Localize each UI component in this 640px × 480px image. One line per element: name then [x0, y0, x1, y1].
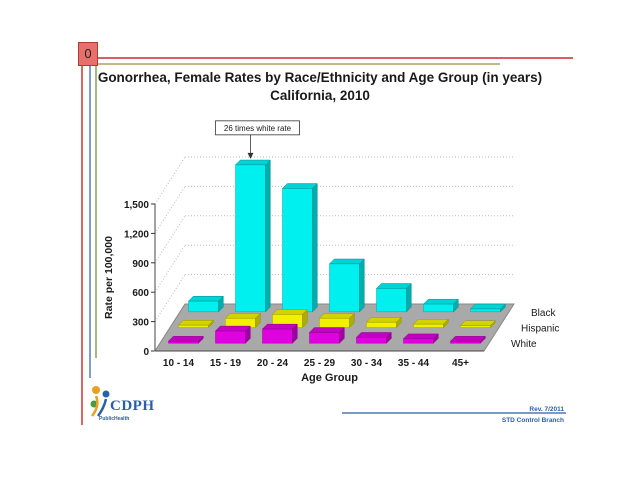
bar-top-black-1 — [234, 159, 271, 166]
bar-black-1 — [235, 164, 266, 313]
gridline-side — [154, 274, 186, 322]
bar-top-hispanic-2 — [271, 309, 308, 315]
gridline-side — [154, 215, 186, 264]
bar-top-hispanic-6 — [459, 320, 496, 326]
bar-top-hispanic-4 — [365, 317, 402, 323]
bar-white-2 — [262, 328, 293, 344]
series-label-hispanic: Hispanic — [521, 324, 559, 335]
bar-top-black-5 — [422, 298, 459, 305]
x-tick-label: 30 - 34 — [351, 358, 383, 369]
bar-side-black-3 — [359, 258, 365, 313]
bar-white-3 — [309, 332, 340, 344]
bar-top-hispanic-0 — [177, 320, 214, 326]
bar-white-1 — [215, 330, 246, 344]
bar-hispanic-6 — [460, 325, 491, 328]
cdph-logo-icon — [90, 386, 110, 417]
x-tick-label: 35 - 44 — [398, 358, 430, 369]
x-tick-label: 25 - 29 — [304, 358, 336, 369]
x-axis-title: Age Group — [301, 372, 358, 384]
bar-hispanic-3 — [319, 317, 350, 328]
bar-white-0 — [168, 340, 199, 344]
y-tick-label: 600 — [132, 288, 149, 299]
bar-top-white-0 — [167, 336, 204, 342]
bar-top-hispanic-3 — [318, 313, 355, 319]
x-tick-label: 20 - 24 — [257, 358, 289, 369]
y-tick-label: 900 — [132, 259, 149, 270]
series-label-white: White — [511, 339, 537, 350]
bar-white-4 — [356, 337, 387, 344]
bar-top-black-4 — [375, 283, 412, 289]
bar-top-white-2 — [261, 323, 298, 330]
branch-text: STD Control Branch — [501, 417, 564, 424]
bar-top-white-5 — [402, 333, 439, 340]
y-tick-label: 0 — [143, 347, 149, 358]
bar-top-white-3 — [308, 327, 345, 333]
y-tick-label: 1,500 — [124, 200, 149, 211]
bar-top-hispanic-1 — [224, 313, 261, 319]
bar-top-black-2 — [281, 183, 318, 189]
bar-hispanic-0 — [178, 324, 209, 328]
series-label-black: Black — [531, 308, 556, 319]
bar-top-white-1 — [214, 325, 251, 332]
bar-black-0 — [188, 300, 219, 313]
annotation-arrowhead — [247, 152, 254, 159]
gridline-side — [154, 244, 186, 293]
bar-black-6 — [470, 308, 501, 313]
y-tick-label: 300 — [132, 318, 149, 329]
bar-top-white-6 — [449, 336, 486, 342]
x-tick-label: 10 - 14 — [163, 358, 195, 369]
gridline-side — [154, 186, 186, 234]
bar-black-4 — [376, 288, 407, 313]
bar-side-black-1 — [265, 159, 271, 313]
logo-text: CDPH — [110, 398, 155, 414]
bar-white-5 — [403, 338, 434, 344]
x-tick-label: 15 - 19 — [210, 358, 242, 369]
bar-top-black-3 — [328, 258, 365, 265]
slide-number: 0 — [78, 42, 98, 66]
y-axis-title: Rate per 100,000 — [103, 236, 115, 319]
bar-top-hispanic-5 — [412, 319, 449, 325]
gridline-side — [154, 156, 186, 205]
bar-white-6 — [450, 340, 481, 344]
bar-black-3 — [329, 263, 360, 313]
x-tick-label: 45+ — [452, 358, 469, 369]
bar-hispanic-5 — [413, 323, 444, 328]
logo-subtext: PublicHealth — [99, 416, 130, 422]
bar-top-black-6 — [469, 303, 506, 310]
bar-side-black-2 — [312, 182, 318, 313]
annotation-box — [215, 120, 300, 136]
bar-black-5 — [423, 303, 454, 313]
revision-text: Rev. 7/2011 — [529, 406, 564, 413]
chart-title: Gonorrhea, Female Rates by Race/Ethnicit… — [97, 70, 543, 85]
y-tick-label: 1,200 — [124, 229, 149, 240]
bar-top-black-0 — [187, 296, 224, 302]
bar-hispanic-4 — [366, 321, 397, 328]
annotation-text: 26 times white rate — [224, 124, 292, 133]
bar-top-white-4 — [355, 332, 392, 338]
bar-black-2 — [282, 188, 313, 313]
chart-subtitle: California, 2010 — [270, 88, 370, 103]
